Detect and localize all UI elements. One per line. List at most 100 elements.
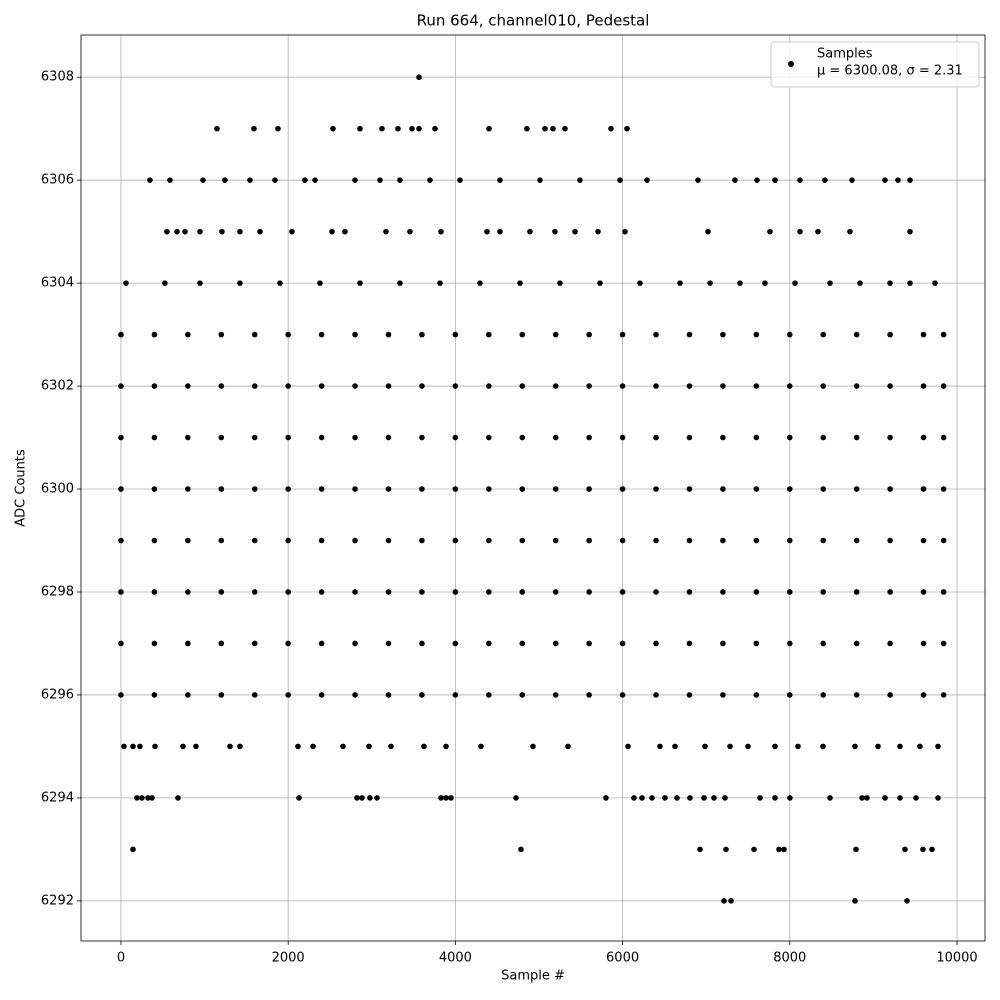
chart-title: Run 664, channel010, Pedestal xyxy=(417,12,650,30)
point xyxy=(247,177,253,183)
point xyxy=(619,537,626,544)
point xyxy=(367,795,373,801)
point xyxy=(619,486,626,492)
point xyxy=(419,331,425,338)
point xyxy=(185,692,191,698)
point xyxy=(312,177,318,183)
point xyxy=(887,434,893,441)
point xyxy=(677,280,683,286)
point xyxy=(847,228,853,235)
point xyxy=(625,743,631,750)
point xyxy=(517,280,523,286)
point xyxy=(753,383,760,389)
point xyxy=(443,795,449,801)
point xyxy=(519,640,526,647)
point xyxy=(151,383,158,389)
point xyxy=(452,486,459,492)
point xyxy=(653,589,659,595)
point xyxy=(662,795,668,801)
point xyxy=(827,795,833,801)
point xyxy=(310,743,316,750)
y-tick-label: 6304 xyxy=(41,276,74,291)
point xyxy=(118,434,124,441)
point xyxy=(197,280,203,286)
point xyxy=(318,383,325,389)
point xyxy=(572,228,578,235)
point xyxy=(134,795,140,801)
point xyxy=(218,692,225,698)
point xyxy=(907,280,913,286)
point xyxy=(887,692,893,698)
point xyxy=(407,228,413,235)
x-tick-label: 8000 xyxy=(773,951,806,966)
point xyxy=(419,640,425,647)
x-tick-label: 2000 xyxy=(272,951,305,966)
point xyxy=(277,280,283,286)
point xyxy=(182,228,188,235)
point xyxy=(524,125,530,132)
point xyxy=(218,486,225,492)
point xyxy=(318,434,325,441)
point xyxy=(702,743,708,750)
point xyxy=(519,537,526,544)
point xyxy=(920,486,927,492)
point xyxy=(853,331,860,338)
point xyxy=(875,743,881,750)
point xyxy=(452,537,459,544)
point xyxy=(296,795,302,801)
point xyxy=(772,795,778,801)
point xyxy=(864,795,870,801)
point xyxy=(486,486,492,492)
point xyxy=(772,177,778,183)
point xyxy=(728,898,734,904)
point xyxy=(820,434,827,441)
y-tick-label: 6302 xyxy=(41,379,74,394)
point xyxy=(552,537,559,544)
point xyxy=(383,228,389,235)
point xyxy=(895,177,901,183)
point xyxy=(767,228,773,235)
point xyxy=(722,795,728,801)
point xyxy=(786,434,793,441)
point xyxy=(827,280,833,286)
point xyxy=(776,846,782,853)
point xyxy=(151,692,158,698)
point xyxy=(118,589,124,595)
x-tick-label: 0 xyxy=(117,951,125,966)
point xyxy=(815,228,821,235)
point xyxy=(419,589,425,595)
point xyxy=(940,537,947,544)
point xyxy=(887,331,893,338)
point xyxy=(781,846,787,853)
point xyxy=(820,331,827,338)
y-tick-label: 6292 xyxy=(41,893,74,908)
point xyxy=(118,331,124,338)
point xyxy=(820,537,827,544)
point xyxy=(687,795,693,801)
point xyxy=(552,692,559,698)
point xyxy=(357,280,363,286)
point xyxy=(352,434,358,441)
point xyxy=(820,383,827,389)
point xyxy=(820,743,826,750)
point xyxy=(557,280,563,286)
point xyxy=(419,486,425,492)
point xyxy=(753,589,760,595)
point xyxy=(619,383,626,389)
point xyxy=(653,640,659,647)
point xyxy=(285,383,291,389)
point xyxy=(185,537,191,544)
point xyxy=(385,486,392,492)
point xyxy=(151,331,158,338)
point xyxy=(118,383,124,389)
point xyxy=(537,177,543,183)
point xyxy=(318,537,325,544)
point xyxy=(552,228,558,235)
point xyxy=(419,692,425,698)
point xyxy=(727,743,733,750)
point xyxy=(519,434,526,441)
point xyxy=(416,125,422,132)
point xyxy=(251,331,258,338)
point xyxy=(586,383,592,389)
